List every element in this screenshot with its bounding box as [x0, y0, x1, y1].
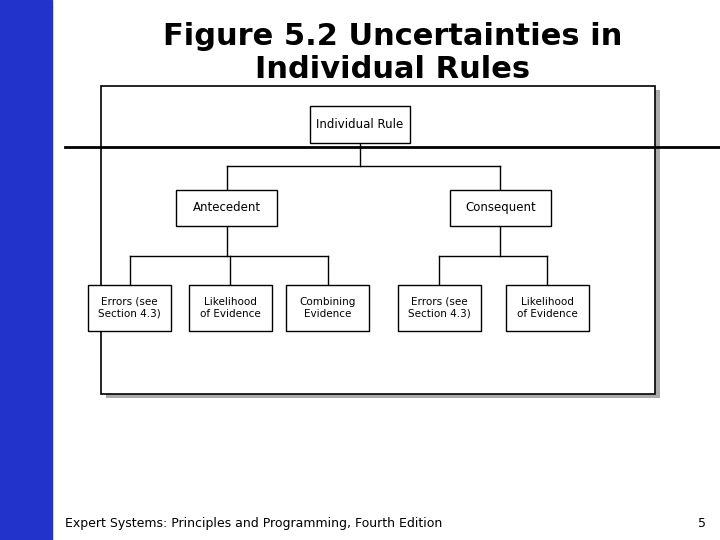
Bar: [397, 285, 481, 330]
Bar: [0, 0, 52, 540]
Text: Antecedent: Antecedent: [193, 201, 261, 214]
Text: Expert Systems: Principles and Programming, Fourth Edition: Expert Systems: Principles and Programmi…: [65, 517, 442, 530]
Text: Likelihood
of Evidence: Likelihood of Evidence: [517, 296, 577, 319]
Bar: [450, 190, 551, 226]
Bar: [505, 285, 589, 330]
Text: Figure 5.2 Uncertainties in
Individual Rules: Figure 5.2 Uncertainties in Individual R…: [163, 22, 622, 84]
Bar: [287, 285, 369, 330]
Text: Errors (see
Section 4.3): Errors (see Section 4.3): [98, 296, 161, 319]
Text: 5: 5: [698, 517, 706, 530]
Text: Consequent: Consequent: [465, 201, 536, 214]
Bar: [310, 106, 410, 143]
Bar: [189, 285, 272, 330]
Text: Likelihood
of Evidence: Likelihood of Evidence: [200, 296, 261, 319]
Bar: [101, 86, 655, 394]
Bar: [89, 285, 171, 330]
Bar: [106, 90, 660, 398]
Bar: [176, 190, 277, 226]
Text: Combining
Evidence: Combining Evidence: [300, 296, 356, 319]
Text: Individual Rule: Individual Rule: [316, 118, 404, 131]
Text: Errors (see
Section 4.3): Errors (see Section 4.3): [408, 296, 471, 319]
